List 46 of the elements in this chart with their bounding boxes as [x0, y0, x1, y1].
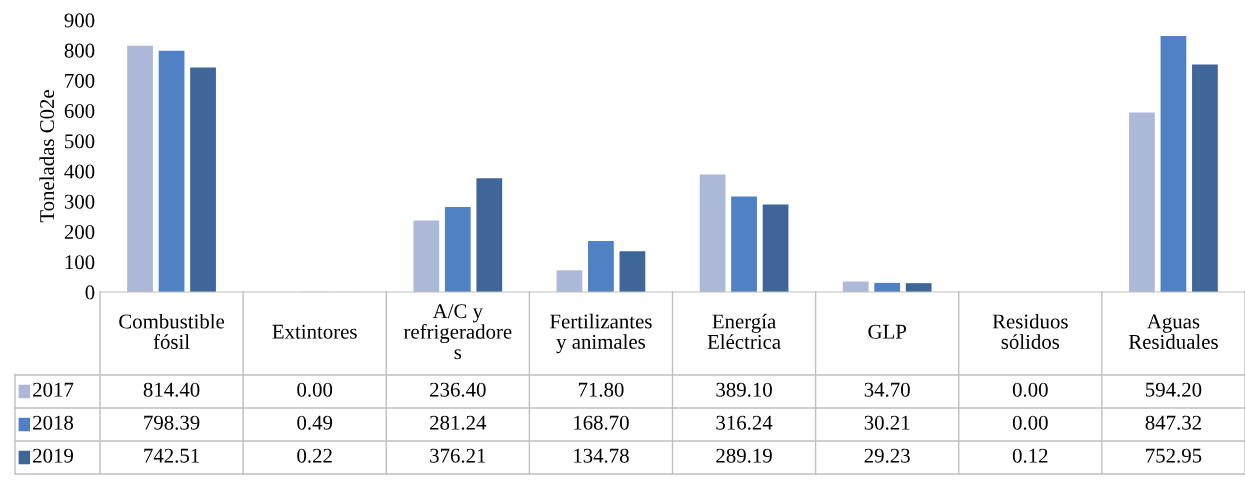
data-label: 752.95 — [1146, 448, 1202, 463]
data-label: 814.40 — [143, 382, 200, 397]
data-label: 236.40 — [430, 382, 486, 397]
data-label: 134.78 — [574, 448, 629, 463]
data-label: 0.00 — [1012, 415, 1048, 430]
y-tick-label: 600 — [64, 104, 95, 119]
data-label: 34.70 — [864, 382, 910, 397]
data-label: 30.21 — [864, 415, 910, 430]
x-tick-label: Extintores — [272, 324, 357, 339]
x-tick-label: Fertilizantes y animales — [550, 313, 652, 354]
data-label: 316.24 — [716, 415, 773, 430]
legend-label: 2017 — [33, 382, 74, 397]
y-axis-title: Toneladas C02e — [39, 90, 55, 223]
data-label: 798.39 — [144, 415, 200, 430]
y-tick-label: 900 — [64, 13, 95, 28]
data-label: 289.19 — [716, 448, 772, 463]
data-label: 376.21 — [430, 448, 486, 463]
data-label: 0.00 — [297, 382, 333, 397]
data-label: 0.49 — [297, 415, 333, 430]
data-label: 594.20 — [1146, 382, 1202, 397]
data-label: 0.22 — [297, 448, 332, 463]
y-tick-label: 800 — [64, 43, 95, 58]
x-tick-label: Residuos sólidos — [992, 313, 1068, 349]
data-label: 29.23 — [864, 448, 910, 463]
data-label: 0.12 — [1012, 448, 1048, 463]
y-tick-label: 700 — [65, 73, 95, 88]
x-tick-label: Energía Eléctrica — [707, 313, 781, 349]
data-label: 168.70 — [574, 415, 629, 430]
x-tick-label: A/C y refrigeradore s — [403, 304, 512, 360]
y-tick-label: 400 — [64, 164, 95, 179]
data-label: 281.24 — [430, 415, 487, 430]
y-tick-label: 300 — [64, 194, 95, 209]
data-label: 71.80 — [578, 382, 624, 397]
legend-label: 2018 — [33, 415, 74, 430]
y-tick-label: 500 — [65, 134, 95, 149]
data-label: 847.32 — [1145, 415, 1201, 430]
data-label: 0.00 — [1012, 382, 1048, 397]
x-tick-label: Combustible fósil — [119, 313, 225, 349]
y-tick-label: 100 — [65, 255, 95, 270]
y-tick-label: 0 — [85, 285, 95, 300]
x-tick-label: GLP — [868, 324, 907, 339]
x-tick-label: Aguas Residuales — [1128, 314, 1218, 349]
legend-label: 2019 — [33, 448, 73, 463]
y-tick-label: 200 — [64, 224, 95, 239]
data-label: 742.51 — [144, 448, 199, 463]
data-label: 389.10 — [716, 382, 772, 397]
